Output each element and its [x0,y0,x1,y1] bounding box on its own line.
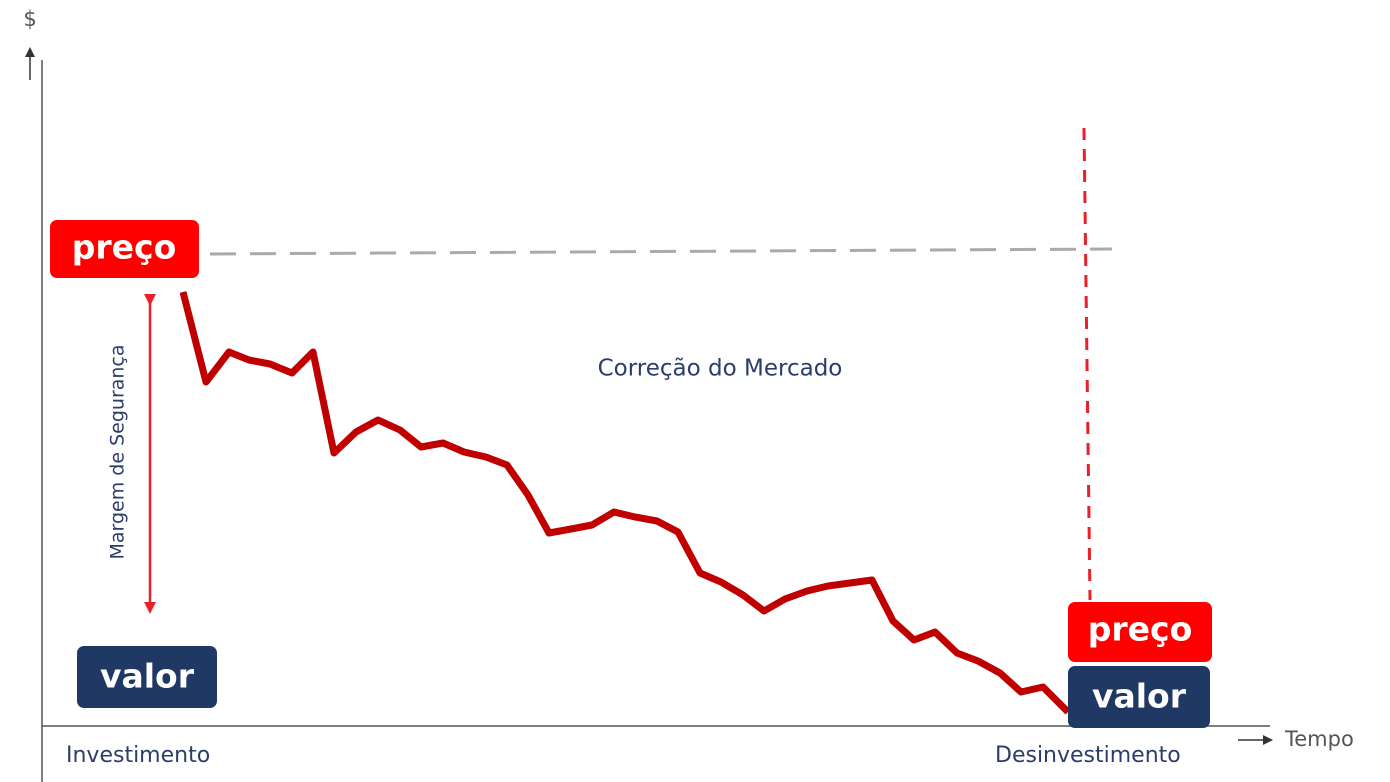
annotation: Correção do Mercado [598,356,843,382]
start-value-box [77,646,217,708]
y-label: $ [23,7,36,31]
price-line [209,247,1113,256]
x-end-label: Desinvestimento [995,743,1181,768]
end-price: preço [1088,610,1193,649]
start-value: valor [100,657,195,696]
start-price-box [50,220,199,278]
exit-line [1082,127,1092,601]
price-path [179,291,1071,715]
x-start-label: Investimento [66,743,210,768]
x-label: Tempo [1284,727,1354,751]
start-price: preço [72,228,177,267]
margin-label: Margem de Segurança [107,344,129,559]
end-value: valor [1092,677,1187,716]
end-price-box [1068,602,1212,662]
end-value-box [1068,666,1210,728]
